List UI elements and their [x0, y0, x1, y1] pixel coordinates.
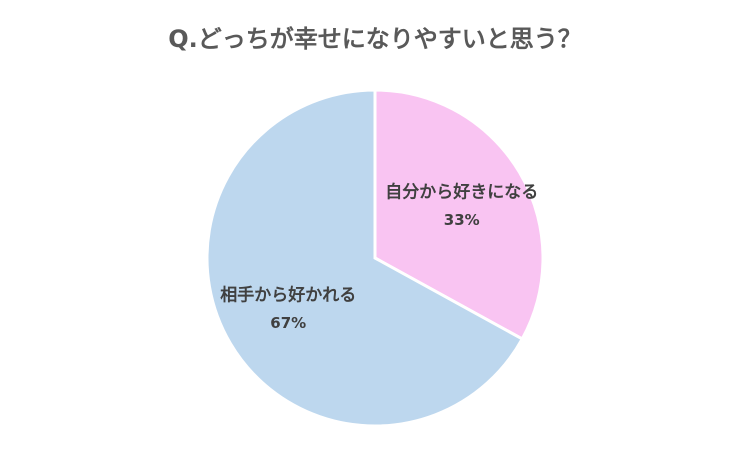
slice-value-label: 33%: [444, 211, 480, 229]
slice-value-label: 67%: [270, 314, 306, 332]
pie-slice: [205, 88, 525, 428]
pie-slice: [373, 88, 545, 341]
chart-title: Q.どっちが幸せになりやすいと思う？: [168, 25, 582, 53]
slice-label: 相手から好かれる: [220, 284, 356, 305]
slice-label: 自分から好きになる: [385, 182, 538, 203]
